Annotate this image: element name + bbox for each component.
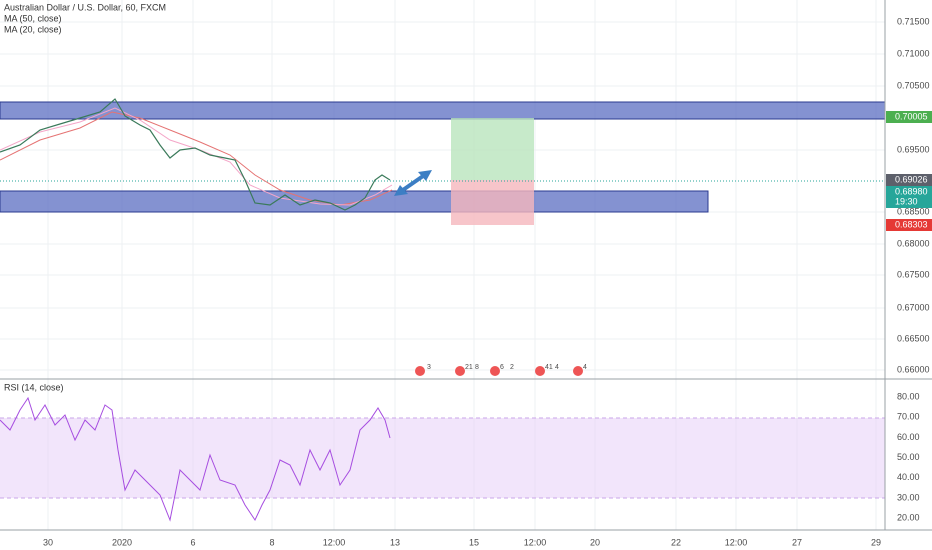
price-tick: 0.71000 xyxy=(897,48,930,58)
time-tick: 13 xyxy=(390,537,400,547)
price-tick: 0.70500 xyxy=(897,80,930,90)
last-label: 0.69026 xyxy=(895,174,928,184)
price-tick: 0.66500 xyxy=(897,333,930,343)
rsi-tick: 50.00 xyxy=(897,452,920,462)
target-badge xyxy=(886,111,932,123)
time-tick: 8 xyxy=(269,537,274,547)
rsi-tick: 30.00 xyxy=(897,492,920,502)
rsi-title: RSI (14, close) xyxy=(4,382,64,392)
loss-zone xyxy=(451,180,534,225)
target-label: 0.70005 xyxy=(895,111,928,121)
event-count: 21 xyxy=(465,364,473,371)
time-tick: 15 xyxy=(469,537,479,547)
stop-badge xyxy=(886,219,932,231)
rsi-tick: 60.00 xyxy=(897,432,920,442)
event-count: 4 xyxy=(583,364,587,371)
chart-title: Australian Dollar / U.S. Dollar, 60, FXC… xyxy=(4,2,166,12)
time-tick: 6 xyxy=(190,537,195,547)
indicator-label: MA (20, close) xyxy=(4,24,62,34)
price-tick: 0.68000 xyxy=(897,238,930,248)
price-tick: 0.71500 xyxy=(897,16,930,26)
rsi-line xyxy=(0,396,391,522)
event-count: 6 xyxy=(500,364,504,371)
price-tick: 0.66000 xyxy=(897,364,930,374)
time-tick: 12:00 xyxy=(323,537,346,547)
indicator-label: MA (50, close) xyxy=(4,13,62,23)
event-count: 41 xyxy=(545,364,553,371)
price-tick: 0.67000 xyxy=(897,302,930,312)
time-tick: 30 xyxy=(43,537,53,547)
rsi-tick: 20.00 xyxy=(897,513,920,523)
price-tick: 0.69500 xyxy=(897,144,930,154)
arrow xyxy=(394,170,432,196)
time-tick: 27 xyxy=(792,537,802,547)
price-tick: 0.68500 xyxy=(897,206,930,216)
time-tick: 20 xyxy=(590,537,600,547)
event-count: 8 xyxy=(475,364,479,371)
current-label: 0.68980 xyxy=(895,186,928,196)
time-tick: 22 xyxy=(671,537,681,547)
support-zone xyxy=(0,190,709,213)
rsi-tick: 80.00 xyxy=(897,391,920,401)
time-tick: 29 xyxy=(871,537,881,547)
rsi-tick: 40.00 xyxy=(897,472,920,482)
event-count: 4 xyxy=(555,364,559,371)
last-badge xyxy=(886,174,932,186)
time-tick: 12:00 xyxy=(524,537,547,547)
current-badge xyxy=(886,186,932,208)
rsi-tick: 70.00 xyxy=(897,412,920,422)
countdown-label: 19:30 xyxy=(895,196,918,206)
events xyxy=(415,366,583,376)
event-count: 3 xyxy=(427,364,431,371)
time-tick: 12:00 xyxy=(725,537,748,547)
rsi-band xyxy=(0,418,885,498)
profit-zone xyxy=(451,118,534,180)
price-series xyxy=(0,98,391,211)
event-count: 2 xyxy=(510,364,514,371)
price-tick: 0.67500 xyxy=(897,269,930,279)
time-tick: 2020 xyxy=(112,537,132,547)
stop-label: 0.68303 xyxy=(895,219,928,229)
